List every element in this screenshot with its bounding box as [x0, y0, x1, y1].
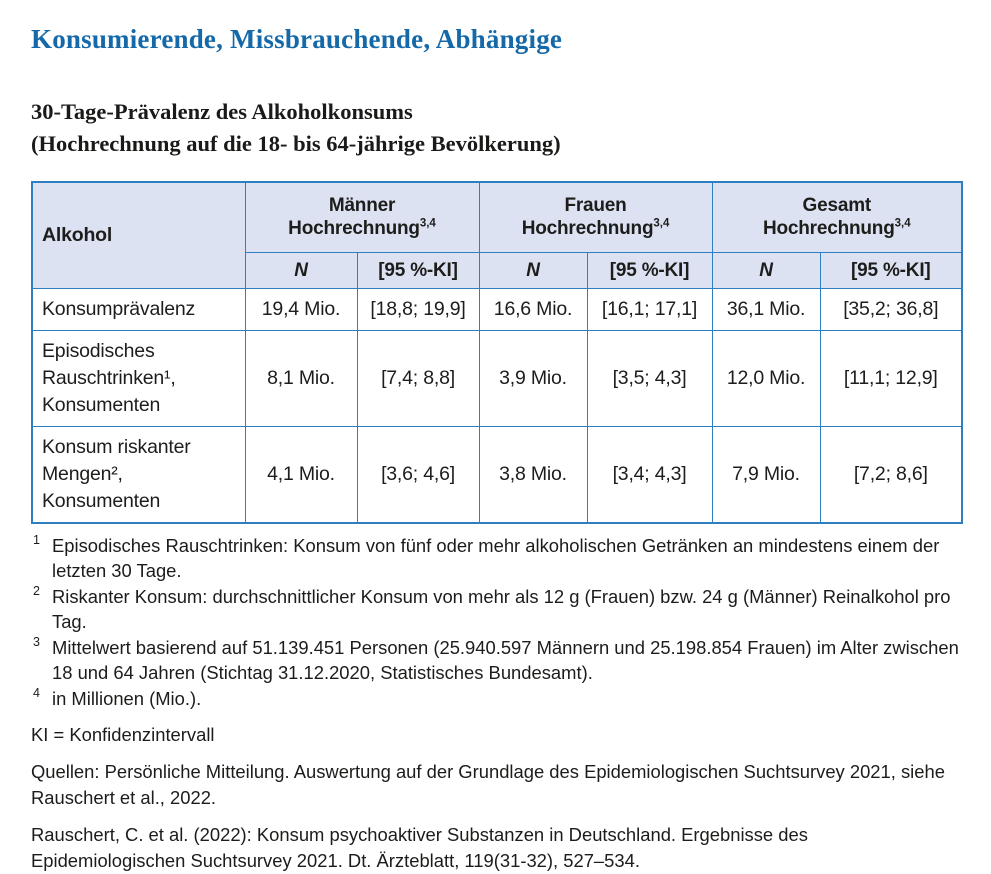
cell-maenner-ki: [3,6; 4,6]: [356, 425, 480, 523]
subheader-gesamt-ki: [95 %-KI]: [819, 251, 963, 289]
header-group-frauen: Frauen Hochrechnung3,4: [478, 181, 713, 253]
subheader-frauen-n: N: [478, 251, 588, 289]
table-title: 30-Tage-Prävalenz des Alkoholkonsums (Ho…: [31, 96, 961, 160]
row-label: Episodisches Rauschtrinken¹, Konsumenten: [31, 329, 246, 427]
cell-frauen-n: 3,9 Mio.: [478, 329, 588, 427]
footnote-ref-maenner: 3,4: [419, 217, 436, 230]
header-group-maenner-label: Männer Hochrechnung: [288, 195, 420, 240]
table-row-rauschtrinken: Episodisches Rauschtrinken¹, Konsumenten…: [31, 329, 963, 427]
page-title: Konsumierende, Missbrauchende, Abhängige: [31, 24, 563, 54]
footnote-ref-gesamt: 3,4: [894, 217, 911, 230]
footnote-3: 3 Mittelwert basierend auf 51.139.451 Pe…: [31, 635, 961, 686]
row-label: Konsumprävalenz: [31, 287, 246, 331]
table-title-line1: 30-Tage-Prävalenz des Alkoholkonsums: [31, 99, 413, 124]
cell-frauen-n: 16,6 Mio.: [478, 287, 588, 331]
cell-frauen-ki: [16,1; 17,1]: [586, 287, 713, 331]
footnote-text: in Millionen (Mio.).: [52, 687, 202, 709]
footnote-2: 2 Riskanter Konsum: durchschnittlicher K…: [31, 584, 961, 635]
cell-maenner-ki: [18,8; 19,9]: [356, 287, 480, 331]
header-group-maenner: Männer Hochrechnung3,4: [244, 181, 480, 253]
cell-maenner-ki: [7,4; 8,8]: [356, 329, 480, 427]
table-row-riskanter-konsum: Konsum riskanter Mengen², Konsumenten 4,…: [31, 425, 963, 523]
prevalence-table: Alkohol Männer Hochrechnung3,4 Frauen Ho…: [31, 181, 964, 524]
cell-frauen-n: 3,8 Mio.: [478, 425, 588, 523]
source-quellen: Quellen: Persönliche Mitteilung. Auswert…: [31, 760, 945, 808]
footnotes-block: 1 Episodisches Rauschtrinken: Konsum von…: [31, 533, 961, 712]
table-title-line2: (Hochrechnung auf die 18- bis 64-jährige…: [31, 131, 561, 156]
footnote-4: 4 in Millionen (Mio.).: [31, 686, 961, 712]
cell-maenner-n: 8,1 Mio.: [244, 329, 358, 427]
subheader-maenner-ki: [95 %-KI]: [356, 251, 480, 289]
cell-gesamt-ki: [35,2; 36,8]: [819, 287, 963, 331]
footnote-marker: 4: [33, 685, 40, 700]
cell-gesamt-n: 36,1 Mio.: [711, 287, 821, 331]
cell-frauen-ki: [3,5; 4,3]: [586, 329, 713, 427]
header-group-frauen-label: Frauen Hochrechnung: [521, 195, 654, 240]
footnote-text: Riskanter Konsum: durchschnittlicher Kon…: [52, 585, 951, 633]
footnote-text: Mittelwert basierend auf 51.139.451 Pers…: [52, 636, 959, 684]
cell-frauen-ki: [3,4; 4,3]: [586, 425, 713, 523]
cell-gesamt-ki: [11,1; 12,9]: [819, 329, 963, 427]
header-group-gesamt: Gesamt Hochrechnung3,4: [711, 181, 963, 253]
subheader-maenner-n: N: [244, 251, 358, 289]
footnote-marker: 3: [33, 634, 40, 649]
footnote-ref-frauen: 3,4: [653, 217, 670, 230]
cell-maenner-n: 4,1 Mio.: [244, 425, 358, 523]
cell-gesamt-ki: [7,2; 8,6]: [819, 425, 963, 523]
footnote-marker: 2: [33, 583, 40, 598]
source-reference: Rauschert, C. et al. (2022): Konsum psyc…: [31, 823, 808, 871]
footnote-marker: 1: [33, 532, 40, 547]
header-group-gesamt-label: Gesamt Hochrechnung: [762, 195, 895, 240]
cell-gesamt-n: 12,0 Mio.: [711, 329, 821, 427]
subheader-frauen-ki: [95 %-KI]: [586, 251, 713, 289]
footnote-1: 1 Episodisches Rauschtrinken: Konsum von…: [31, 533, 961, 584]
ki-abbreviation-note: KI = Konfidenzintervall: [31, 724, 215, 745]
table-row-konsumpraevalenz: Konsumprävalenz 19,4 Mio. [18,8; 19,9] 1…: [31, 287, 963, 331]
row-label: Konsum riskanter Mengen², Konsumenten: [31, 425, 246, 523]
footnote-text: Episodisches Rauschtrinken: Konsum von f…: [52, 534, 940, 582]
header-alkohol: Alkohol: [31, 181, 246, 289]
cell-gesamt-n: 7,9 Mio.: [711, 425, 821, 523]
cell-maenner-n: 19,4 Mio.: [244, 287, 358, 331]
subheader-gesamt-n: N: [711, 251, 821, 289]
